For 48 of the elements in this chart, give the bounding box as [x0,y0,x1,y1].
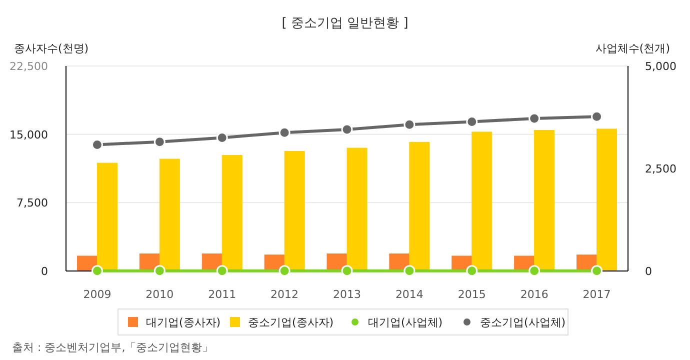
point [154,265,166,277]
x-tick-label: 2013 [333,288,361,301]
x-tick-label: 2012 [270,288,299,301]
x-tick-label: 2017 [582,288,611,301]
point [216,132,228,144]
bar [472,132,492,272]
bar [96,162,118,272]
x-tick-label: 2015 [458,288,486,301]
point [528,265,540,277]
point [404,118,416,130]
x-tick-label: 2009 [83,288,112,301]
y2-tick-label: 0 [645,265,652,278]
legend-label: 대기업(종사자) [146,316,221,329]
y-axis-title: 종사자수(천명) [14,42,89,55]
x-tick-label: 2016 [520,288,548,301]
bar [159,158,180,272]
point [91,265,103,277]
y-tick-label: 7,500 [16,196,48,210]
y-tick-label: 0 [41,265,48,278]
point [278,126,290,138]
x-tick-label: 2010 [146,288,174,301]
point [341,124,353,136]
y2-tick-label: 2,500 [645,162,676,176]
bar [346,148,368,272]
legend-label: 중소기업(종사자) [248,316,334,329]
y-tick-label: 22,500 [10,60,48,73]
point [216,265,228,277]
point [466,265,478,277]
legend-label: 대기업(사업체) [368,316,443,329]
bar [534,130,555,272]
x-tick-label: 2014 [395,288,424,301]
point [341,265,353,277]
point [528,112,540,124]
bar [284,151,305,272]
y2-tick-label: 5,000 [645,60,676,73]
x-tick-label: 2011 [208,288,236,301]
y-tick-label: 15,000 [10,128,48,142]
y2-axis-title: 사업체수(천개) [595,42,670,55]
point [154,136,166,148]
point [591,265,603,277]
legend-label: 중소기업(사업체) [480,316,566,329]
point [278,265,290,277]
chart-title: [ 중소기업 일반현황 ] [282,16,408,31]
bar [222,155,242,272]
bar [409,142,430,272]
source-note: 출처 : 중소벤처기업부,「중소기업현황」 [12,341,214,354]
point [404,265,416,277]
bar [596,128,618,272]
